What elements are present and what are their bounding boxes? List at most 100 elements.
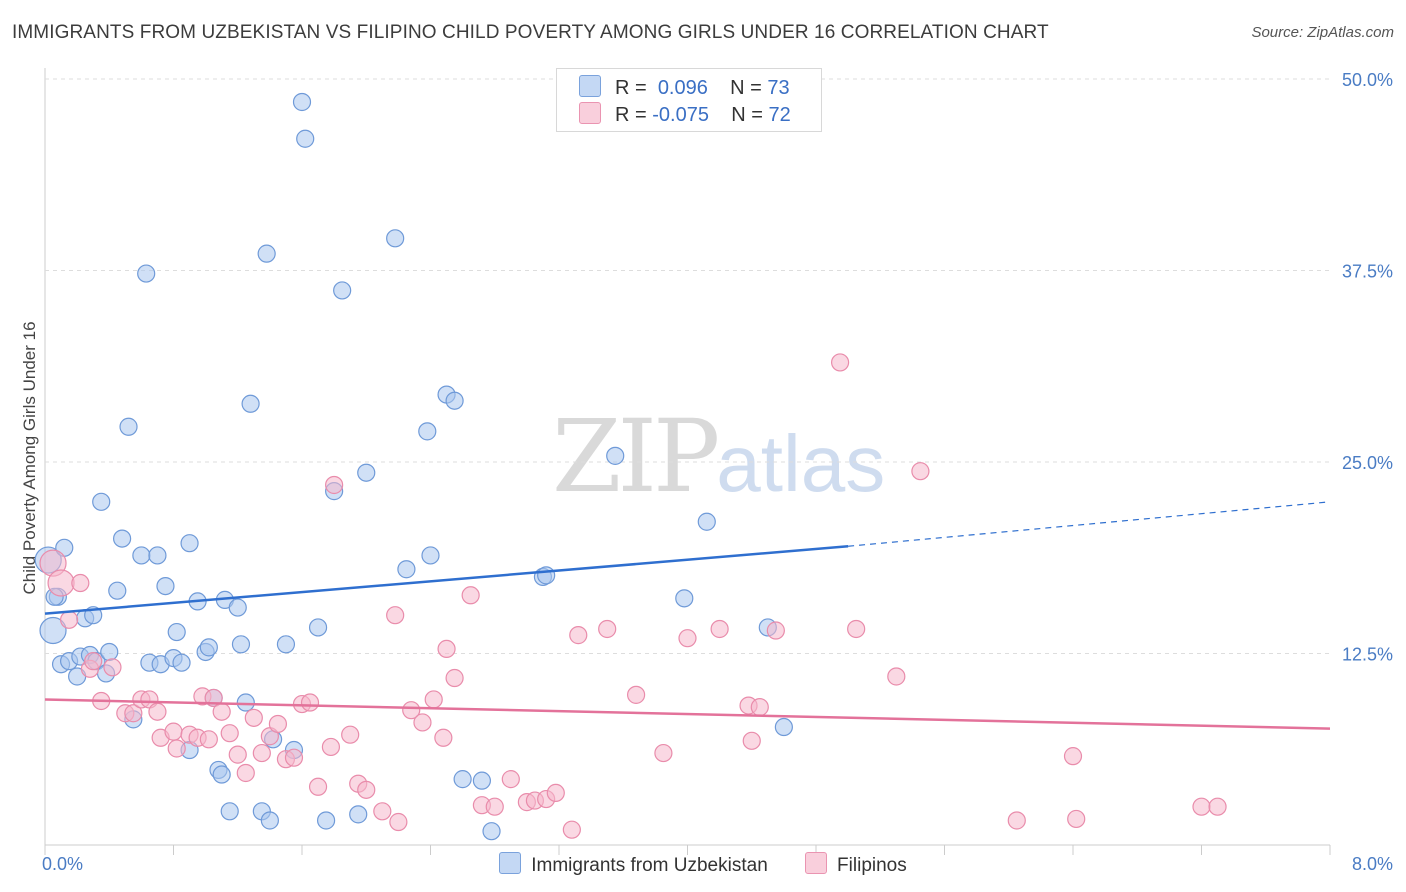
filipinos-point — [59, 610, 79, 629]
filipinos-point — [212, 702, 231, 721]
legend-r-label: R = — [615, 77, 647, 99]
source-credit: Source: ZipAtlas.com — [1251, 24, 1394, 41]
uzbekistan-point — [774, 717, 793, 737]
uzbekistan-point — [675, 589, 694, 608]
uzbekistan-point — [421, 546, 440, 565]
uzbekistan-point — [167, 622, 186, 642]
uzbekistan-point — [537, 566, 556, 585]
series-swatch-filipinos — [805, 852, 828, 874]
filipinos-point — [124, 704, 143, 723]
filipinos-point — [678, 629, 697, 648]
filipinos-point — [341, 725, 360, 744]
filipinos-point — [402, 701, 421, 720]
uzbekistan-point — [39, 616, 67, 645]
series-label-filipinos: Filipinos — [837, 855, 907, 876]
filipinos-point — [325, 475, 344, 495]
uzbekistan-point — [228, 598, 247, 617]
uzbekistan-point — [108, 581, 127, 600]
uzbekistan-point — [119, 417, 138, 436]
filipinos-point — [386, 606, 405, 625]
y-tick-label: 12.5% — [1342, 645, 1393, 665]
uzbekistan-point — [231, 635, 251, 654]
uzbekistan-trend-line — [44, 545, 849, 615]
filipinos-point — [300, 693, 320, 712]
correlation-legend: R = 0.096 N = 73 R = -0.075 N = 72 — [556, 68, 822, 132]
uzbekistan-point — [308, 618, 328, 637]
y-tick-label: 50.0% — [1342, 70, 1393, 90]
uzbekistan-point — [482, 822, 501, 841]
uzbekistan-point — [132, 546, 151, 565]
uzbekistan-point — [199, 638, 218, 657]
filipinos-point — [437, 639, 456, 659]
uzbekistan-point — [260, 811, 279, 830]
uzbekistan-point — [100, 642, 119, 662]
uzbekistan-point — [316, 811, 336, 830]
filipinos-point — [199, 730, 218, 749]
legend-n-value: 72 — [768, 104, 791, 126]
filipinos-point — [911, 462, 930, 481]
uzbekistan-point — [156, 576, 175, 596]
filipinos-point — [1063, 747, 1083, 766]
uzbekistan-point — [453, 770, 472, 789]
legend-swatch-filipinos — [579, 102, 601, 124]
uzbekistan-point — [606, 446, 625, 465]
legend-swatch-uzbekistan — [579, 75, 601, 97]
filipinos-point — [244, 708, 263, 727]
filipinos-point — [167, 739, 186, 758]
uzbekistan-point — [92, 492, 111, 511]
x-tick-label: 0.0% — [42, 854, 83, 874]
filipinos-point — [236, 763, 255, 783]
filipinos-point — [357, 780, 376, 799]
x-tick-label: 8.0% — [1352, 854, 1393, 874]
filipinos-point — [598, 619, 617, 639]
legend-r-value: -0.075 — [652, 104, 709, 126]
filipinos-point — [268, 714, 288, 734]
filipinos-point — [1007, 811, 1026, 830]
series-legend-filipinos: Filipinos — [805, 852, 907, 877]
uzbekistan-point — [418, 422, 437, 441]
filipinos-point — [284, 748, 304, 767]
filipinos-point — [424, 690, 443, 709]
filipinos-point — [321, 737, 341, 757]
uzbekistan-point — [333, 281, 352, 300]
legend-r-value: 0.096 — [657, 77, 708, 99]
filipinos-point — [830, 353, 850, 372]
legend-r-label: R = — [615, 104, 647, 126]
filipinos-point — [148, 702, 167, 721]
uzbekistan-trend-extension — [848, 501, 1331, 547]
legend-n-value: 73 — [767, 77, 790, 99]
filipinos-point — [252, 743, 271, 763]
uzbekistan-point — [296, 129, 315, 148]
uzbekistan-point — [180, 534, 199, 553]
uzbekistan-point — [137, 264, 156, 283]
uzbekistan-point — [357, 463, 376, 482]
filipinos-point — [742, 731, 761, 750]
uzbekistan-point — [112, 529, 132, 548]
uzbekistan-point — [212, 765, 231, 784]
filipinos-point — [103, 658, 122, 677]
filipinos-point — [389, 812, 408, 832]
legend-n-label: N = — [730, 77, 762, 99]
filipinos-point — [501, 770, 520, 789]
filipinos-point — [1208, 797, 1227, 816]
uzbekistan-point — [172, 653, 191, 672]
filipinos-point — [887, 667, 906, 686]
filipinos-point — [220, 724, 239, 743]
legend-row-filipinos: R = -0.075 N = 72 — [579, 102, 791, 126]
uzbekistan-point — [445, 391, 464, 410]
filipinos-point — [84, 652, 103, 671]
filipinos-point — [445, 668, 464, 688]
y-tick-label: 25.0% — [1342, 453, 1393, 473]
series-legend-uzbekistan: Immigrants from Uzbekistan — [499, 852, 768, 877]
filipinos-trend-line — [44, 698, 1331, 730]
filipinos-point — [766, 621, 785, 640]
uzbekistan-point — [220, 802, 239, 821]
filipinos-point — [434, 728, 453, 747]
filipinos-point — [626, 685, 646, 704]
uzbekistan-point — [257, 244, 276, 263]
filipinos-point — [461, 586, 480, 605]
uzbekistan-point — [148, 546, 167, 565]
y-tick-label: 37.5% — [1342, 262, 1393, 282]
series-label-uzbekistan: Immigrants from Uzbekistan — [531, 855, 768, 876]
